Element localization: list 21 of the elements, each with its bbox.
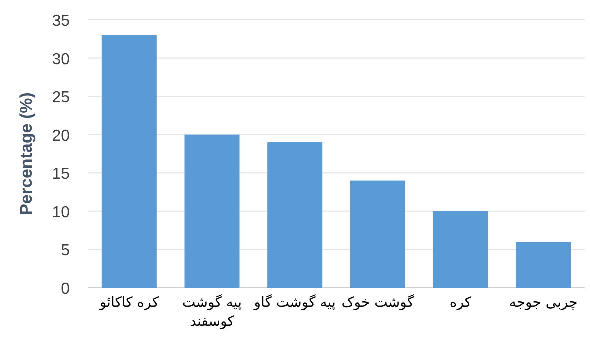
x-tick-label: کره کاکائو [98,294,160,313]
y-tick-label: 5 [61,242,70,260]
bar [102,35,157,288]
x-tick-label: پیه گوشت گاو [254,295,336,311]
y-tick-label: 35 [52,13,70,30]
y-tick-label: 20 [52,128,70,145]
bar [184,134,240,288]
y-tick-label: 25 [52,90,70,107]
x-tick-label: گوشت خوک [342,295,414,311]
bar [350,180,406,288]
x-tick-label: کره [450,295,472,311]
bar [268,142,323,288]
x-tick-label: پیه گوشت کوسفند [182,295,242,330]
y-tick-label: 15 [52,166,70,184]
y-tick-label: 0 [61,281,70,298]
bar [433,211,488,288]
y-axis-title: Percentage (%) [17,92,36,216]
y-tick-label: 10 [52,204,70,222]
x-tick-label: چربی جوجه [508,294,579,313]
bar [516,242,572,288]
y-tick-label: 30 [52,51,70,68]
